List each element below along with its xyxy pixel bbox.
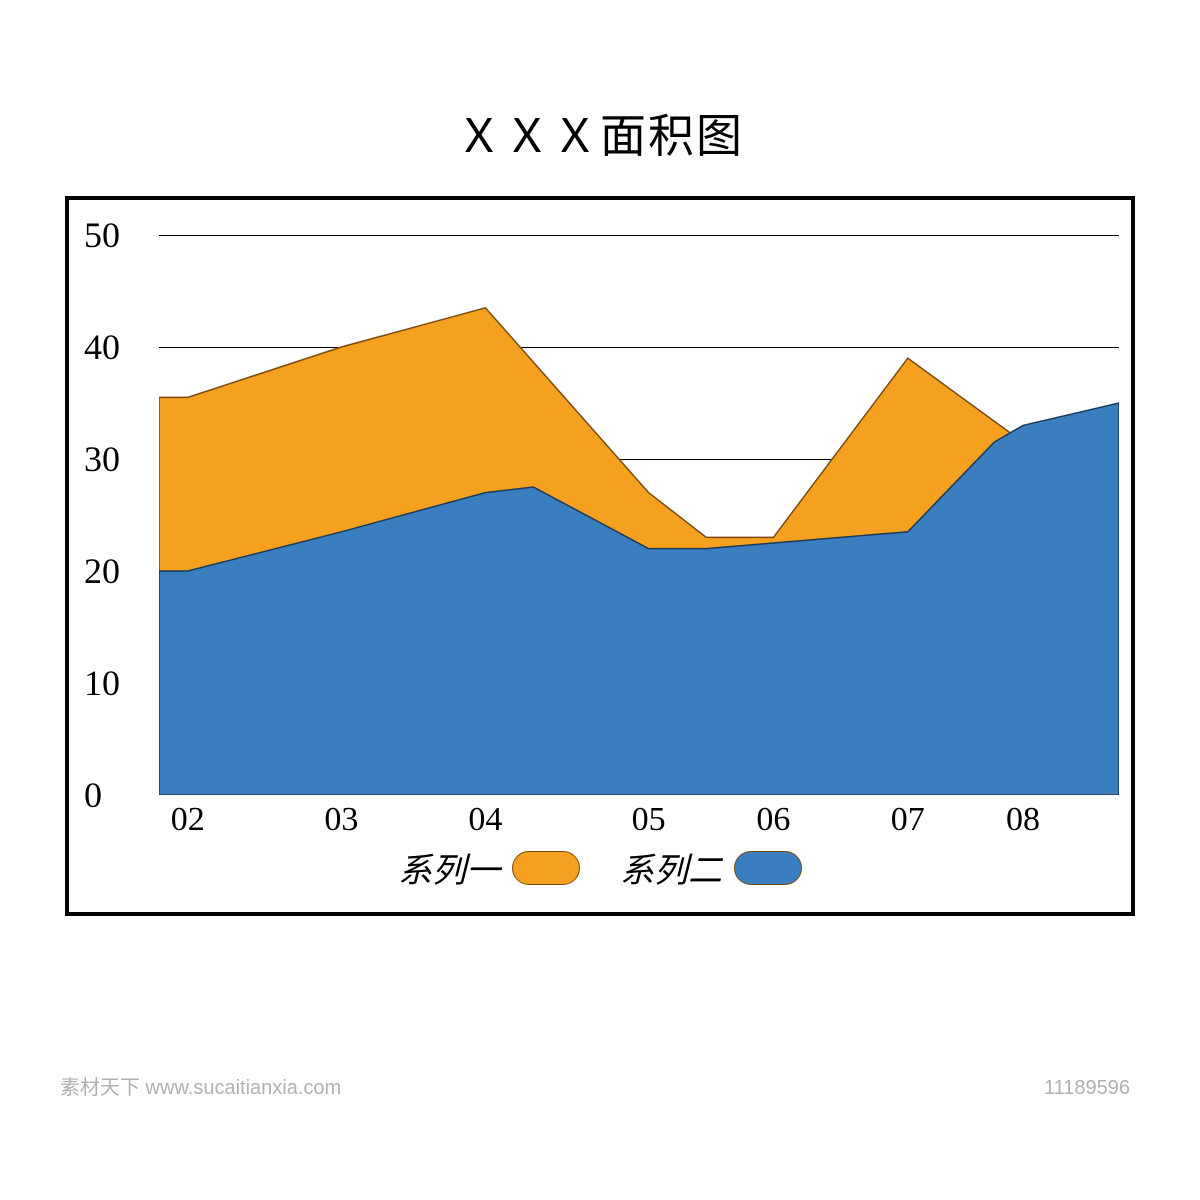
chart-frame: 01020304050 02030405060708 系列一 系列二	[65, 196, 1135, 916]
legend-label-series1: 系列一	[398, 843, 500, 892]
x-tick-label: 04	[468, 801, 502, 839]
y-tick-label: 20	[84, 550, 120, 592]
x-tick-label: 08	[1006, 801, 1040, 839]
x-tick-label: 07	[891, 801, 925, 839]
legend-label-series2: 系列二	[620, 843, 722, 892]
legend: 系列一 系列二	[69, 843, 1131, 892]
chart-title: ＸＸＸ面积图	[60, 100, 1140, 166]
x-tick-label: 05	[632, 801, 666, 839]
y-tick-label: 30	[84, 438, 120, 480]
x-tick-label: 06	[756, 801, 790, 839]
legend-item-series2: 系列二	[620, 843, 802, 892]
y-tick-label: 10	[84, 662, 120, 704]
area-chart-svg	[159, 235, 1119, 795]
y-tick-label: 50	[84, 214, 120, 256]
y-tick-label: 0	[84, 774, 102, 816]
footer-watermark: 素材天下 www.sucaitianxia.com	[60, 1071, 341, 1100]
legend-item-series1: 系列一	[398, 843, 580, 892]
legend-swatch-series2	[734, 851, 802, 885]
x-tick-label: 03	[324, 801, 358, 839]
page-container: ＸＸＸ面积图 01020304050 02030405060708 系列一 系列…	[0, 0, 1200, 1200]
footer-id: 11189596	[1044, 1077, 1130, 1100]
y-tick-label: 40	[84, 326, 120, 368]
legend-swatch-series1	[512, 851, 580, 885]
x-tick-label: 02	[171, 801, 205, 839]
plot-area: 01020304050 02030405060708	[159, 235, 1119, 795]
